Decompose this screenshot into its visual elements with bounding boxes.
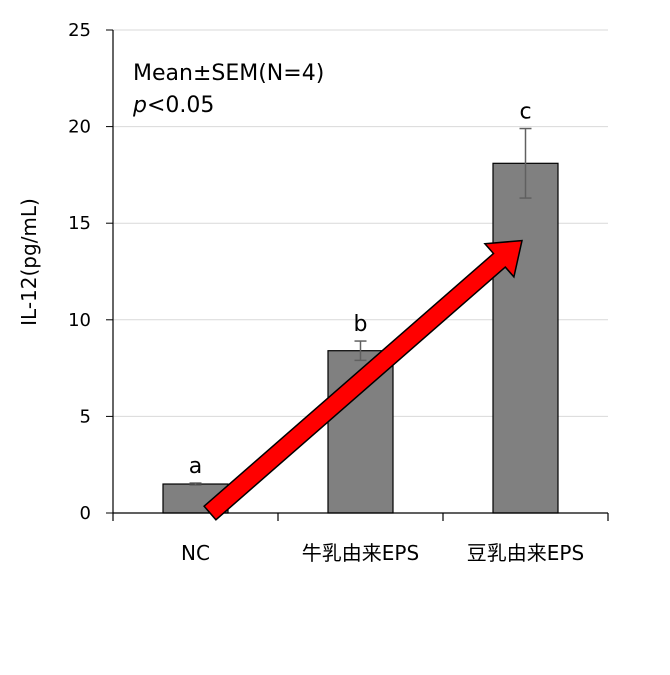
y-tick-label: 0 [80,503,91,524]
significance-letter: b [354,312,368,337]
trend-arrow-shape [203,239,523,521]
annotation-mean-sem: Mean±SEM(N=4) [133,61,324,86]
significance-letters: a b c [189,100,532,480]
y-axis-title: IL-12(pg/mL) [17,198,41,326]
error-bars [189,127,532,486]
significance-letter: c [519,100,531,125]
y-tick-label: 25 [68,20,91,41]
x-category-labels: NC 牛乳由来EPS 豆乳由来EPS [181,541,584,565]
p-threshold: <0.05 [147,93,214,118]
y-tick-label: 15 [68,213,91,234]
y-tick-label: 10 [68,310,91,331]
x-category-label: 牛乳由来EPS [302,541,419,565]
y-tick-label: 20 [68,117,91,138]
bar [492,162,559,514]
annotation-p-value: p<0.05 [132,93,214,118]
bars [162,162,559,514]
axes [112,30,609,521]
trend-arrow [203,239,523,521]
x-category-label: 豆乳由来EPS [467,541,584,565]
p-italic: p [132,93,147,118]
y-tick-label: 5 [80,406,91,427]
x-category-label: NC [181,541,210,565]
significance-letter: a [189,454,202,479]
y-tick-labels: 0 5 10 15 20 25 [68,20,113,524]
